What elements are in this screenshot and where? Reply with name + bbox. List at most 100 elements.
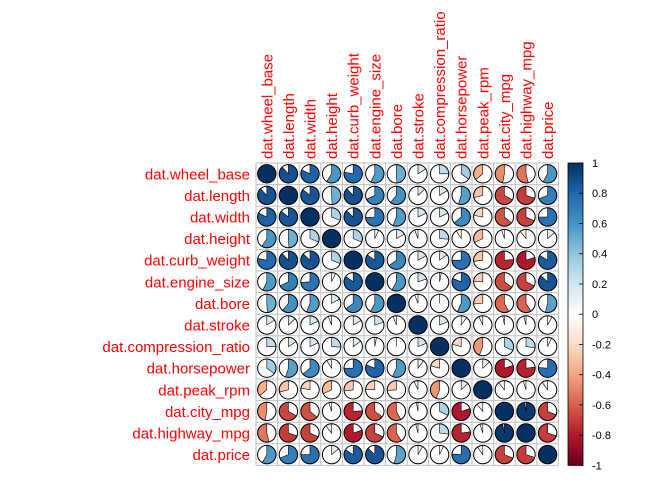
correlation-pie — [300, 358, 320, 378]
correlation-pie — [408, 444, 428, 465]
pie-outline — [516, 185, 536, 206]
colorbar-tick-label: -0.2 — [592, 339, 611, 351]
correlation-pie — [537, 315, 558, 335]
correlation-pie — [429, 207, 450, 227]
pie-outline — [473, 380, 493, 400]
pie-wedge — [430, 337, 449, 356]
pie-outline — [429, 401, 450, 422]
pie-wedge — [300, 207, 320, 227]
correlation-pie — [537, 228, 558, 249]
pie-outline — [429, 423, 450, 443]
correlation-pie — [321, 272, 342, 292]
pie-wedge — [322, 229, 341, 248]
correlation-pie — [365, 336, 385, 357]
colorbar-tick-label: 0.2 — [592, 279, 607, 291]
pie-outline — [494, 380, 515, 400]
correlation-pie — [343, 444, 363, 465]
correlation-pie — [278, 401, 299, 422]
pie-outline — [257, 228, 277, 249]
pie-outline — [300, 423, 320, 443]
row-label: dat.curb_weight — [144, 253, 251, 270]
correlation-pie — [408, 423, 428, 443]
correlation-pie — [408, 250, 428, 270]
pie-outline — [321, 185, 342, 206]
pie-outline — [257, 185, 277, 206]
pie-outline — [321, 423, 342, 443]
correlation-pie — [451, 293, 471, 314]
pie-outline — [300, 293, 320, 314]
correlation-pie — [365, 358, 385, 378]
correlation-pie — [365, 293, 385, 314]
pie-outline — [321, 336, 342, 357]
correlation-pie — [257, 444, 277, 465]
column-label: dat.length — [281, 93, 298, 159]
correlation-pie — [451, 358, 471, 378]
pie-outline — [257, 315, 277, 335]
correlation-pie — [386, 272, 407, 292]
row-label: dat.width — [190, 210, 250, 227]
row-label: dat.peak_rpm — [158, 382, 250, 399]
pie-outline — [343, 164, 363, 184]
correlation-pie — [494, 272, 515, 292]
correlation-pie — [386, 164, 407, 184]
correlation-pie — [321, 207, 342, 227]
correlation-pie — [278, 164, 299, 184]
pie-outline — [300, 315, 320, 335]
pie-outline — [473, 207, 493, 227]
correlation-pie — [365, 444, 385, 465]
pie-outline — [278, 358, 299, 378]
correlation-pie — [516, 358, 536, 378]
column-label: dat.stroke — [411, 93, 428, 159]
pie-outline — [300, 164, 320, 184]
row-label: dat.highway_mpg — [132, 426, 250, 443]
pie-outline — [494, 185, 515, 206]
correlation-pie — [343, 164, 363, 184]
correlation-pie — [321, 164, 342, 184]
correlation-pie — [278, 358, 299, 378]
pie-outline — [321, 380, 342, 400]
correlation-pie — [257, 380, 277, 400]
pie-outline — [473, 250, 493, 270]
pie-outline — [386, 444, 407, 465]
correlation-pie — [516, 272, 536, 292]
pie-wedge — [495, 402, 514, 421]
correlation-pie — [516, 228, 536, 249]
row-label: dat.engine_size — [145, 274, 250, 291]
pie-outline — [278, 293, 299, 314]
pie-outline — [321, 293, 342, 314]
pie-outline — [365, 272, 385, 292]
pie-outline — [343, 207, 363, 227]
pie-outline — [386, 336, 407, 357]
correlation-pie — [451, 228, 471, 249]
correlation-pie — [278, 272, 299, 292]
correlation-pie — [537, 358, 558, 378]
correlation-pie — [473, 401, 493, 422]
correlation-pie — [386, 401, 407, 422]
correlation-pie — [429, 423, 450, 443]
pie-outline — [451, 380, 471, 400]
pie-outline — [408, 207, 428, 227]
column-label: dat.horsepower — [454, 56, 471, 159]
pie-outline — [473, 336, 493, 357]
pie-outline — [365, 380, 385, 400]
correlation-pie — [451, 401, 471, 422]
correlation-pie — [408, 164, 428, 184]
pie-outline — [494, 228, 515, 249]
pie-outline — [516, 315, 536, 335]
correlation-pie — [473, 164, 493, 184]
correlation-pie — [321, 315, 342, 335]
correlation-pie — [386, 185, 407, 206]
correlation-pie — [300, 444, 320, 465]
correlation-pie — [300, 423, 320, 443]
correlation-pie — [494, 423, 515, 443]
correlation-pie — [473, 250, 493, 270]
pie-outline — [537, 207, 558, 227]
pie-outline — [278, 401, 299, 422]
correlation-pie — [473, 185, 493, 206]
pie-outline — [451, 315, 471, 335]
correlation-pie — [365, 228, 385, 249]
correlation-pie — [494, 164, 515, 184]
correlation-pie — [343, 228, 363, 249]
correlation-pie — [321, 185, 342, 206]
